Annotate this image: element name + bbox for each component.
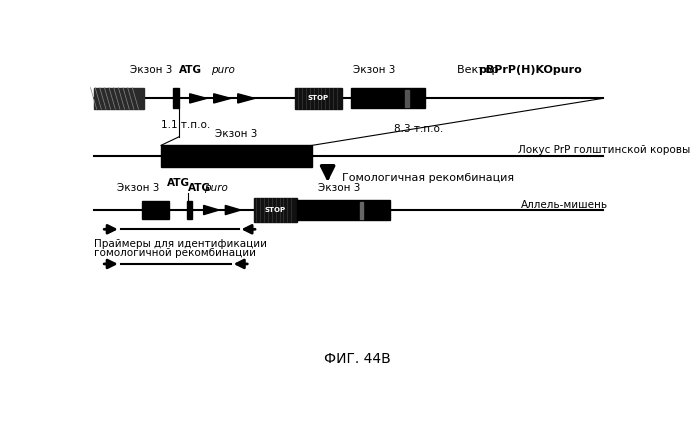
Bar xyxy=(94,88,144,109)
Text: ATG: ATG xyxy=(188,183,211,193)
Text: Экзон 3: Экзон 3 xyxy=(130,65,173,75)
Text: Гомологичная рекомбинация: Гомологичная рекомбинация xyxy=(342,173,514,184)
Text: Вектор: Вектор xyxy=(457,65,502,75)
Bar xyxy=(295,88,342,109)
Bar xyxy=(360,202,363,219)
Bar xyxy=(173,88,179,108)
Text: гомологичной рекомбинации: гомологичной рекомбинации xyxy=(94,248,256,258)
Text: STOP: STOP xyxy=(308,95,329,101)
Text: Экзон 3: Экзон 3 xyxy=(117,183,159,193)
Bar xyxy=(161,145,312,167)
Text: ATG: ATG xyxy=(167,178,190,188)
Text: ATG: ATG xyxy=(179,65,202,75)
Bar xyxy=(142,201,168,219)
Polygon shape xyxy=(203,206,219,215)
Text: ФИГ. 44В: ФИГ. 44В xyxy=(324,352,391,366)
Text: Экзон 3: Экзон 3 xyxy=(215,129,257,139)
Text: Аллель-мишень: Аллель-мишень xyxy=(521,200,609,211)
Text: puro: puro xyxy=(211,65,235,75)
Polygon shape xyxy=(238,94,254,103)
Text: pBPrP(H)KOpuro: pBPrP(H)KOpuro xyxy=(478,65,582,75)
Bar xyxy=(351,88,424,108)
Bar xyxy=(405,90,409,107)
Text: Экзон 3: Экзон 3 xyxy=(353,65,396,75)
Text: 8.3 т.п.о.: 8.3 т.п.о. xyxy=(394,124,442,134)
Text: puro: puro xyxy=(204,183,228,193)
Text: Локус PrP голштинской коровы: Локус PrP голштинской коровы xyxy=(518,145,691,155)
Polygon shape xyxy=(189,94,207,103)
Text: 1.1 т.п.о.: 1.1 т.п.о. xyxy=(161,120,210,130)
Text: Праймеры для идентификации: Праймеры для идентификации xyxy=(94,238,266,249)
Bar xyxy=(296,200,389,220)
Text: Экзон 3: Экзон 3 xyxy=(318,183,361,193)
Bar xyxy=(254,198,296,222)
Bar xyxy=(187,201,192,219)
Polygon shape xyxy=(214,94,231,103)
Text: STOP: STOP xyxy=(264,207,285,213)
Polygon shape xyxy=(225,206,241,215)
